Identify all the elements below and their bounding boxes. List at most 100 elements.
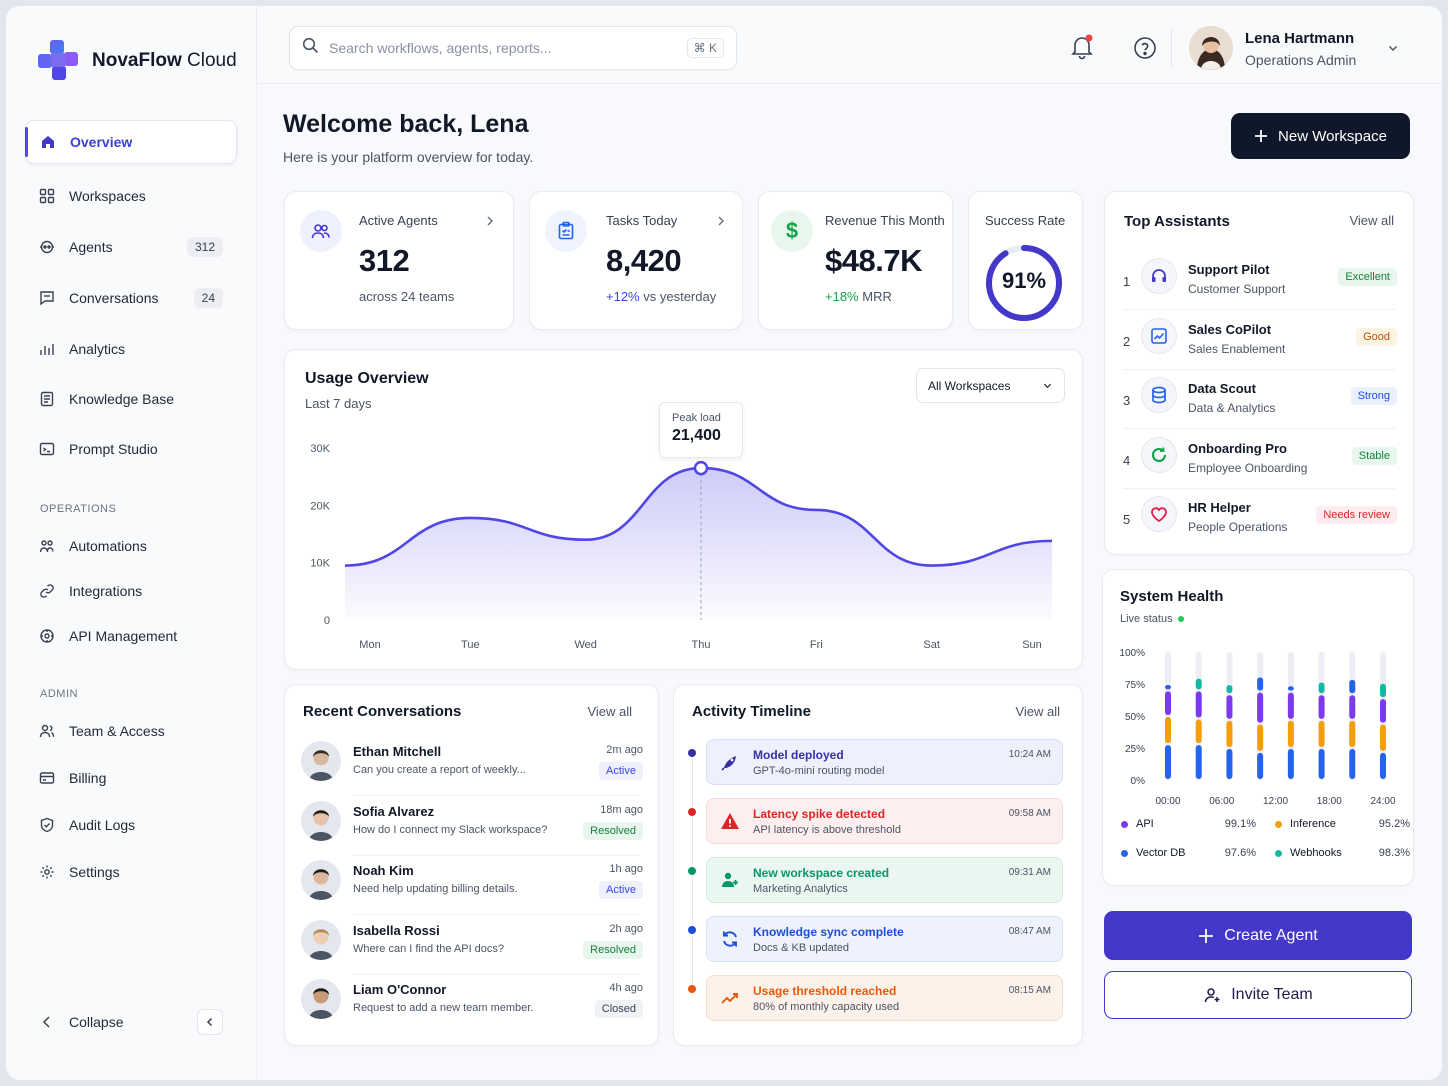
assistant-item[interactable]: 5 HR Helper People Operations Needs revi… [1123,492,1397,551]
assistant-item[interactable]: 1 Support Pilot Customer Support Excelle… [1123,254,1397,313]
activity-time: 08:15 AM [1008,985,1051,996]
create-agent-button[interactable]: Create Agent [1104,911,1412,960]
y-tick-label: 20K [310,500,330,512]
success-rate-ring [986,245,1062,321]
list-item[interactable]: Sofia Alvarez How do I connect my Slack … [301,797,643,856]
sidebar-item-label: Settings [69,864,120,880]
sidebar-item-analytics[interactable]: Analytics [25,327,237,371]
assistants-view-all-link[interactable]: View all [1349,213,1394,228]
status-badge-label: Active [599,762,643,780]
sidebar-item-workspaces[interactable]: Workspaces [25,174,237,218]
activity-subtitle: API latency is above threshold [753,824,901,836]
user-menu[interactable]: Lena Hartmann Operations Admin [1187,24,1417,70]
workspace-filter-select[interactable]: All Workspaces [916,368,1065,403]
legend-value: 95.2% [1378,818,1410,830]
list-item[interactable]: Noah Kim Need help updating billing deta… [301,856,643,915]
dollar-icon: $ [771,210,813,252]
list-item[interactable]: Ethan Mitchell Can you create a report o… [301,737,643,796]
activity-item[interactable]: Usage threshold reached 80% of monthly c… [706,975,1063,1021]
activity-item[interactable]: Latency spike detected API latency is ab… [706,798,1063,844]
stat-card-tasks[interactable]: Tasks Today 8,420 +12% vs yesterday [529,191,743,330]
stat-sub: +12% vs yesterday [606,289,716,304]
sidebar-item-conversations[interactable]: Conversations 24 [25,276,237,320]
conversations-view-all-link[interactable]: View all [587,704,632,719]
stat-card-success-rate[interactable]: Success Rate 91% [968,191,1083,330]
sidebar-item-agents[interactable]: Agents 312 [25,225,237,269]
health-bar-segment [1226,695,1233,719]
users-icon [300,210,342,252]
list-item[interactable]: Isabella Rossi Where can I find the API … [301,916,643,975]
collapse-toggle-icon[interactable] [197,1009,223,1035]
avatar [301,741,341,781]
grid-icon [39,188,55,204]
assistant-category: Data & Analytics [1188,401,1276,415]
create-agent-label: Create Agent [1224,926,1318,944]
assistant-rank: 5 [1123,512,1131,527]
x-tick-label: Fri [810,639,823,651]
sidebar-item-audit-logs[interactable]: Audit Logs [25,803,237,847]
activity-view-all-link[interactable]: View all [1015,704,1060,719]
invite-team-button[interactable]: Invite Team [1104,971,1412,1019]
sidebar-item-overview[interactable]: Overview [25,120,237,164]
sidebar-item-settings[interactable]: Settings [25,850,237,894]
assistant-category: Sales Enablement [1188,341,1286,356]
brand-logo[interactable]: NovaFlow Cloud [36,38,237,84]
status-badge: Good [1356,327,1397,346]
health-bar-segment [1287,692,1294,719]
stat-card-agents[interactable]: Active Agents 312 across 24 teams [284,191,514,330]
health-bar-segment [1195,678,1202,690]
chevron-left-icon [39,1014,55,1030]
system-health-chart: 100% 75% 50% 25% 0% 00:00 06:00 12:00 18:00 24:00 [1119,648,1396,807]
page-title: Welcome back, Lena [283,110,529,138]
sidebar-item-label: Billing [69,770,107,786]
health-bar-segment [1380,683,1386,698]
invite-team-label: Invite Team [1231,986,1313,1003]
help-button[interactable] [1133,36,1157,65]
collapse-label: Collapse [69,1014,124,1030]
live-status-dot [1177,616,1184,622]
sidebar-item-knowledge-base[interactable]: Knowledge Base [25,377,237,421]
health-bar-segment [1318,749,1325,779]
x-tick-label: 18:00 [1317,796,1342,807]
user-plus-icon [1204,988,1220,1003]
health-bar-segment [1380,752,1386,779]
operations-section-label: OPERATIONS [40,503,117,515]
admin-section-label: ADMIN [40,688,78,700]
new-workspace-button[interactable]: New Workspace [1231,113,1410,159]
plus-icon [1199,928,1214,943]
assistant-item[interactable]: 2 Sales CoPilot Sales Enablement Good [1123,314,1397,373]
avatar [1189,26,1233,70]
sidebar-item-api-management[interactable]: API Management [25,614,237,658]
assistant-item[interactable]: 3 Data Scout Data & Analytics Strong [1123,373,1397,432]
stat-card-revenue[interactable]: $ Revenue This Month $48.7K +18% MRR [758,191,953,330]
sidebar-item-prompt-studio[interactable]: Prompt Studio [25,427,237,471]
y-tick-label: 10K [310,558,330,570]
status-badge: Resolved [583,821,643,840]
search-input[interactable] [329,40,687,56]
stat-label: Tasks Today [606,213,678,228]
conversations-count-badge: 24 [193,288,223,308]
status-badge-label: Excellent [1338,268,1397,286]
sidebar-item-integrations[interactable]: Integrations [25,569,237,613]
activity-item[interactable]: Model deployed GPT-4o-mini routing model… [706,739,1063,785]
avatar [301,979,341,1019]
notifications-button[interactable] [1069,34,1095,65]
sidebar-item-billing[interactable]: Billing [25,756,237,800]
status-badge-label: Good [1356,327,1397,346]
sidebar-item-automations[interactable]: Automations [25,524,237,568]
list-item[interactable]: Liam O'Connor Request to add a new team … [301,975,643,1034]
status-badge: Excellent [1338,267,1397,286]
collapse-sidebar-button[interactable]: Collapse [25,1000,237,1044]
sidebar-item-team-access[interactable]: Team & Access [25,709,237,753]
y-tick-label: 50% [1125,712,1145,723]
health-bar-segment [1349,695,1356,719]
peak-load-tooltip: Peak load 21,400 [659,402,743,458]
health-bar-segment [1226,685,1233,694]
activity-item[interactable]: New workspace created Marketing Analytic… [706,857,1063,903]
activity-time: 09:58 AM [1008,808,1051,819]
user-role: Operations Admin [1245,52,1357,68]
activity-title: Model deployed [753,748,844,762]
activity-item[interactable]: Knowledge sync complete Docs & KB update… [706,916,1063,962]
search-bar[interactable]: ⌘ K [289,26,737,70]
assistant-item[interactable]: 4 Onboarding Pro Employee Onboarding Sta… [1123,433,1397,492]
